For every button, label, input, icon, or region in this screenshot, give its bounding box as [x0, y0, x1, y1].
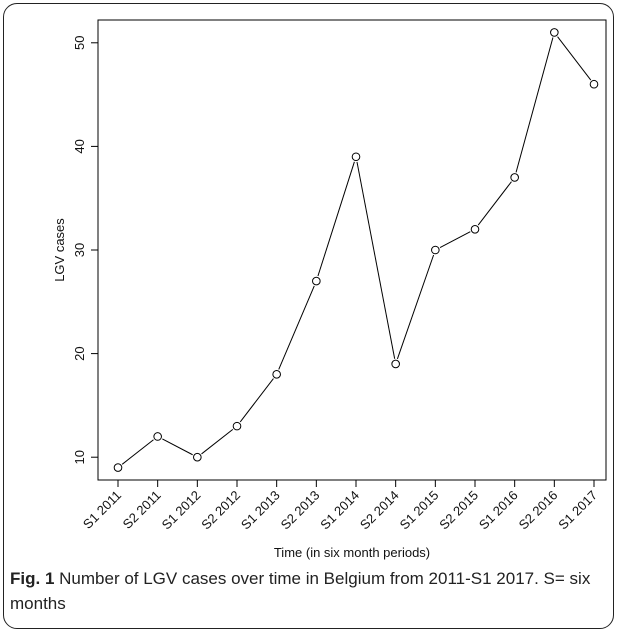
x-tick-label: S2 2015	[436, 488, 481, 533]
figure-frame	[3, 3, 614, 629]
y-tick-label: 30	[72, 243, 87, 257]
data-point	[470, 224, 480, 234]
series-segment	[396, 254, 435, 360]
plot-box	[97, 19, 607, 481]
data-point	[431, 245, 440, 255]
data-point	[391, 359, 400, 369]
x-tick-label: S2 2016	[516, 488, 561, 533]
data-point	[113, 463, 123, 472]
data-point	[193, 452, 202, 462]
x-tick-label: S1 2015	[397, 488, 442, 533]
y-tick-label: 20	[72, 346, 87, 360]
data-point	[232, 421, 242, 431]
x-tick-label: S2 2014	[357, 488, 402, 533]
y-axis-label: LGV cases	[52, 218, 67, 282]
x-tick-label: S1 2016	[476, 488, 521, 533]
series-segment	[515, 37, 554, 173]
x-tick-label: S1 2014	[317, 488, 362, 533]
series-lgv-cases	[113, 28, 599, 472]
data-point	[589, 79, 599, 89]
series-segment	[317, 161, 355, 277]
series-segment	[557, 36, 592, 81]
caption-text: Number of LGV cases over time in Belgium…	[10, 569, 591, 613]
data-point	[153, 432, 162, 441]
series-segment	[239, 378, 274, 423]
series-segment	[201, 429, 234, 455]
figure-caption: Fig. 1 Number of LGV cases over time in …	[10, 566, 605, 616]
data-point	[351, 152, 361, 162]
series-segment	[477, 181, 512, 226]
x-tick-label: S1 2017	[555, 488, 600, 533]
data-point	[312, 276, 321, 286]
x-axis-label: Time (in six month periods)	[274, 545, 430, 560]
caption-label: Fig. 1	[10, 569, 55, 588]
series-segment	[162, 438, 193, 456]
x-tick-label: S1 2011	[80, 488, 124, 532]
series-segment	[121, 439, 154, 465]
x-tick-label: S1 2012	[159, 488, 204, 533]
series-segment	[278, 285, 315, 370]
data-point	[272, 370, 281, 379]
y-axis: 10 20 30 40 50	[72, 36, 98, 464]
series-segment	[439, 231, 471, 248]
data-point	[510, 173, 519, 182]
x-tick-label: S1 2013	[238, 488, 283, 533]
data-point	[550, 28, 559, 37]
x-tick-label: S2 2012	[198, 488, 243, 533]
x-tick-label: S2 2013	[278, 488, 323, 533]
y-tick-label: 40	[72, 139, 87, 153]
y-tick-label: 50	[72, 36, 87, 50]
series-segment	[356, 161, 396, 359]
y-tick-label: 10	[72, 450, 87, 464]
x-tick-label: S2 2011	[120, 488, 164, 532]
